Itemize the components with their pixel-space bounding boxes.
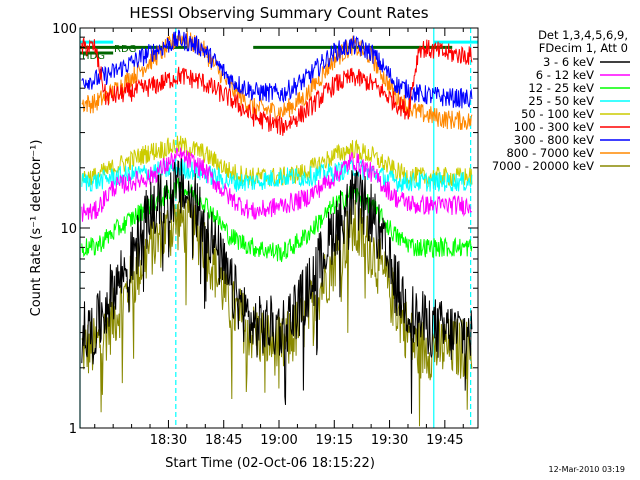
x-tick-label: 19:15 (316, 433, 353, 448)
legend-label: 50 - 100 keV (521, 107, 594, 121)
series-line (81, 135, 473, 187)
y-tick-label: 100 (52, 22, 77, 37)
y-tick-label: 1 (69, 422, 77, 437)
frame-layer: 18:30 18:45 19:00 19:15 19:30 19:45 1 10 100 (52, 22, 479, 448)
legend-label: 800 - 7000 keV (506, 146, 594, 160)
series-line (81, 29, 473, 109)
series-line (81, 158, 473, 414)
legend-header-2: FDecim 1, Att 0 (539, 41, 628, 55)
series-line (81, 147, 473, 222)
hdg-flag-label: HDG (82, 51, 105, 62)
x-tick-label: 19:30 (371, 433, 408, 448)
legend-label: 25 - 50 keV (528, 94, 594, 108)
series-line (81, 37, 473, 136)
legend-label: 12 - 25 keV (528, 81, 594, 95)
legend: Det 1,3,4,5,6,9, FDecim 1, Att 0 3 - 6 k… (492, 28, 630, 173)
legend-label: 7000 - 20000 keV (492, 159, 594, 173)
legend-label: 100 - 300 keV (514, 120, 594, 134)
legend-label: 6 - 12 keV (536, 68, 594, 82)
legend-swatches (600, 61, 630, 167)
legend-label: 300 - 800 keV (514, 133, 594, 147)
timestamp: 12-Mar-2010 03:19 (549, 465, 626, 474)
x-axis-label: Start Time (02-Oct-06 18:15:22) (165, 456, 375, 471)
legend-header-1: Det 1,3,4,5,6,9, (538, 28, 628, 42)
y-tick-label: 10 (60, 222, 77, 237)
series-layer (81, 29, 473, 427)
chart-title: HESSI Observing Summary Count Rates (129, 4, 428, 22)
series-line (81, 158, 473, 192)
rdg-flag-label: RDG (114, 44, 136, 55)
x-tick-label: 19:45 (426, 433, 463, 448)
y-axis-label: Count Rate (s⁻¹ detector⁻¹) (29, 140, 44, 317)
legend-label: 3 - 6 keV (543, 55, 594, 69)
x-tick-label: 19:00 (260, 433, 297, 448)
x-tick-label: 18:45 (205, 433, 242, 448)
x-tick-label: 18:30 (150, 433, 187, 448)
